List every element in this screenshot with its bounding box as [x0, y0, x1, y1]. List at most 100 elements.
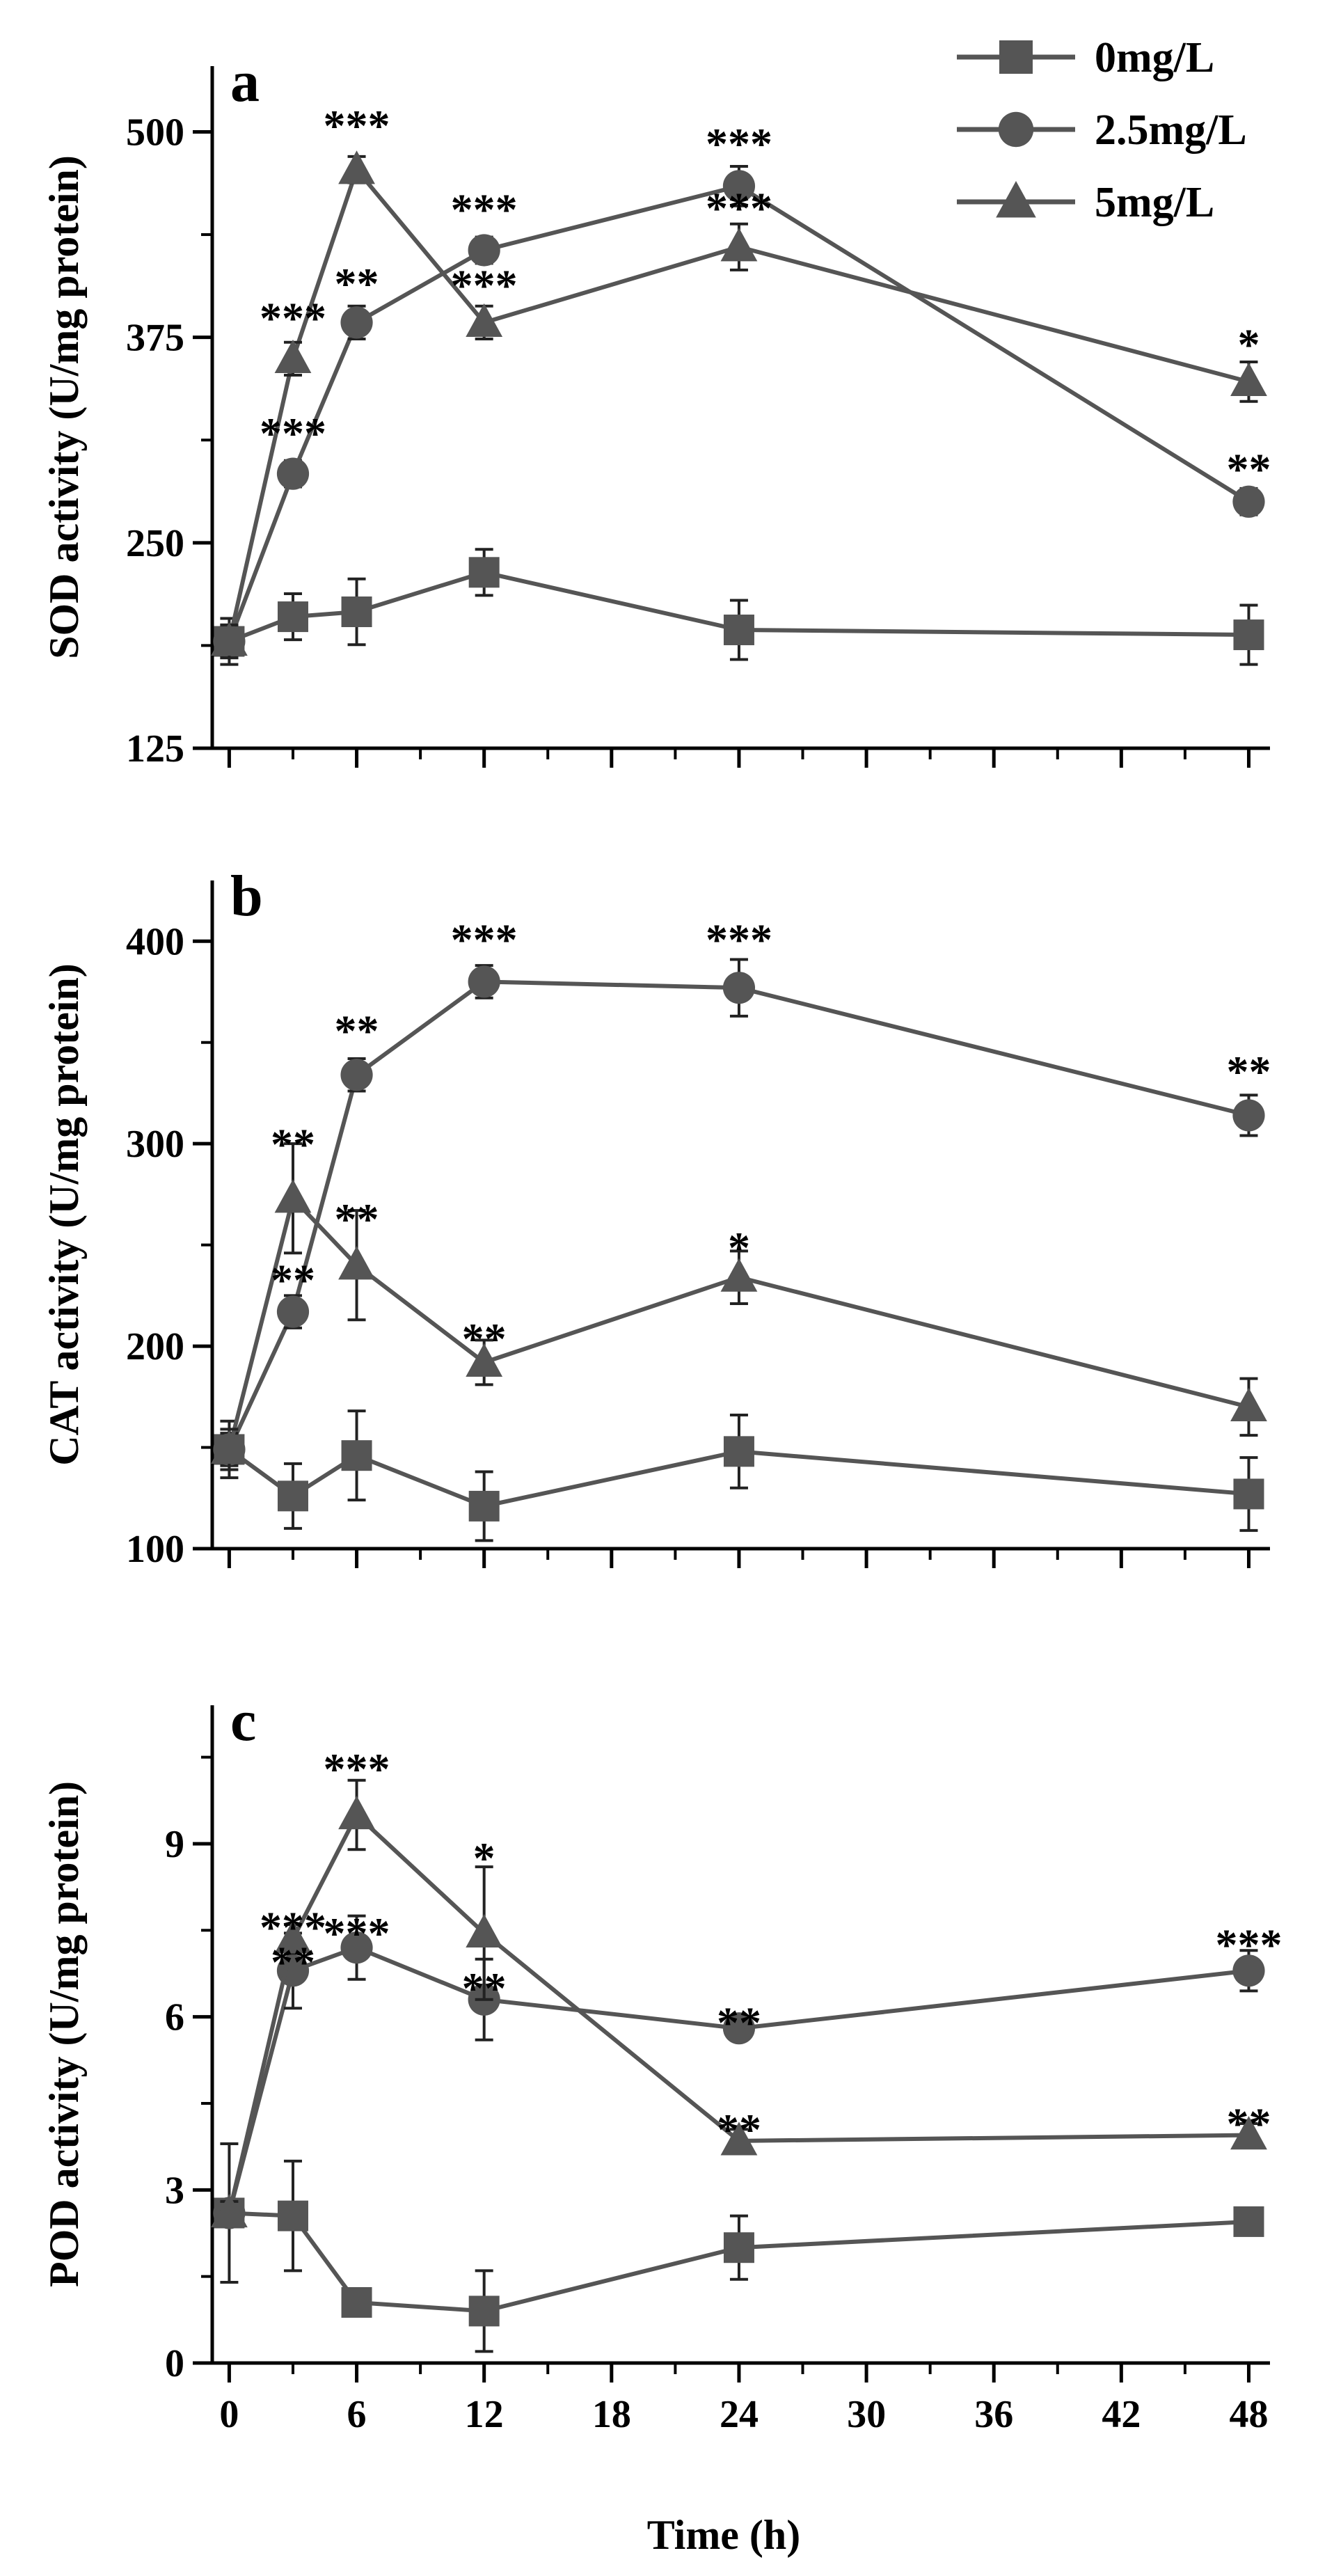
- data-point-triangle: [211, 622, 248, 656]
- x-tick-label: 48: [1229, 2393, 1268, 2436]
- series-circle: [213, 958, 1265, 1467]
- significance-label: **: [462, 1314, 507, 1364]
- data-point-triangle: [1230, 2116, 1267, 2150]
- legend-marker-square: [999, 40, 1033, 74]
- y-tick-label: 3: [165, 2169, 184, 2212]
- data-point-circle: [468, 234, 500, 267]
- significance-label: ***: [260, 293, 326, 342]
- significance-label: **: [1226, 2099, 1271, 2149]
- significance-label: **: [335, 259, 379, 308]
- legend-label: 5mg/L: [1095, 179, 1214, 226]
- y-axis-title: POD activity (U/mg protein): [41, 1781, 87, 2287]
- y-tick-label: 375: [126, 317, 184, 360]
- significance-label: ***: [260, 1903, 326, 1952]
- data-point-triangle: [338, 1796, 375, 1830]
- data-point-square: [277, 1480, 308, 1512]
- data-point-square: [341, 596, 372, 627]
- data-point-square: [468, 2296, 500, 2327]
- series-triangle: [211, 1142, 1267, 1471]
- significance-label: ***: [706, 119, 772, 168]
- significance-label: **: [335, 1194, 379, 1244]
- significance-label: ***: [451, 185, 518, 235]
- data-point-triangle: [274, 1179, 312, 1213]
- data-point-triangle: [720, 2121, 758, 2156]
- series-square: [214, 2142, 1264, 2353]
- data-point-triangle: [338, 1246, 375, 1280]
- data-point-circle: [340, 1931, 373, 1964]
- significance-label: *: [728, 1223, 750, 1272]
- y-tick-label: 125: [126, 727, 184, 771]
- significance-label: ***: [706, 183, 772, 232]
- data-point-circle: [722, 972, 756, 1004]
- x-tick-label: 42: [1102, 2393, 1141, 2436]
- x-tick-label: 24: [720, 2393, 759, 2436]
- y-tick-label: 100: [126, 1528, 184, 1571]
- series-line: [227, 979, 1250, 1451]
- data-point-triangle: [211, 2193, 248, 2228]
- data-point-triangle: [466, 1343, 503, 1377]
- y-tick-label: 250: [126, 522, 184, 565]
- data-point-triangle: [720, 228, 758, 262]
- significance-label: **: [271, 1255, 315, 1304]
- x-tick-label: 6: [347, 2393, 367, 2436]
- legend-label: 2.5mg/L: [1095, 106, 1247, 154]
- data-point-triangle: [466, 1913, 503, 1948]
- significance-label: ***: [324, 101, 390, 150]
- significance-label: **: [1226, 1047, 1271, 1096]
- y-tick-label: 500: [126, 111, 184, 154]
- data-point-triangle: [1230, 1387, 1267, 1421]
- series-square: [214, 548, 1264, 666]
- data-point-square: [277, 2200, 308, 2231]
- series-square: [214, 1409, 1264, 1542]
- significance-label: **: [1226, 445, 1271, 494]
- significance-label: ***: [451, 260, 518, 310]
- series-line: [227, 1196, 1250, 1451]
- data-point-triangle: [211, 1430, 248, 1464]
- y-tick-label: 300: [126, 1123, 184, 1166]
- data-point-square: [468, 1490, 500, 1522]
- legend-marker-circle: [998, 111, 1034, 148]
- significance-label: **: [717, 2105, 761, 2154]
- series-line: [227, 167, 1250, 642]
- data-point-square: [1233, 619, 1264, 651]
- legend-item: 0mg/L: [957, 34, 1214, 81]
- y-tick-label: 400: [126, 920, 184, 963]
- data-point-triangle: [1230, 362, 1267, 397]
- data-point-triangle: [274, 1920, 312, 1954]
- series-triangle: [211, 150, 1267, 660]
- data-point-square: [1233, 1478, 1264, 1510]
- significance-label: **: [271, 1937, 315, 1986]
- significance-label: ***: [1215, 1920, 1282, 1970]
- panel-a: 125 250 375 500 SOD activity (U/mg protein) a…: [41, 49, 1271, 771]
- data-point-circle: [340, 1059, 373, 1091]
- series-line: [227, 1812, 1249, 2214]
- y-axis-title: SOD activity (U/mg protein): [41, 155, 87, 659]
- series-line: [227, 1945, 1249, 2214]
- data-point-square: [341, 1440, 372, 1471]
- x-tick-label: 30: [847, 2393, 886, 2436]
- y-tick-label: 200: [126, 1325, 184, 1368]
- legend-item: 5mg/L: [957, 179, 1214, 226]
- data-point-circle: [1232, 1954, 1265, 1987]
- data-point-triangle: [274, 339, 312, 373]
- data-point-circle: [1232, 485, 1265, 518]
- panel-letter: c: [230, 1689, 256, 1753]
- data-point-triangle: [338, 150, 375, 184]
- data-point-circle: [340, 306, 373, 339]
- legend-marker-triangle: [996, 181, 1036, 218]
- significance-label: **: [335, 1006, 379, 1056]
- data-point-circle: [468, 965, 500, 998]
- x-tick-label: 36: [974, 2393, 1013, 2436]
- x-tick-label: 12: [465, 2393, 504, 2436]
- y-tick-label: 0: [165, 2342, 184, 2385]
- x-tick-label: 0: [219, 2393, 239, 2436]
- data-point-triangle: [466, 303, 503, 338]
- series-line: [227, 184, 1250, 642]
- x-axis: Time (h): [647, 2512, 801, 2558]
- significance-label: ***: [324, 1744, 390, 1794]
- significance-label: ***: [260, 409, 326, 458]
- x-axis-title: Time (h): [647, 2512, 801, 2558]
- significance-label: ***: [706, 915, 772, 965]
- series-triangle: [211, 1778, 1267, 2228]
